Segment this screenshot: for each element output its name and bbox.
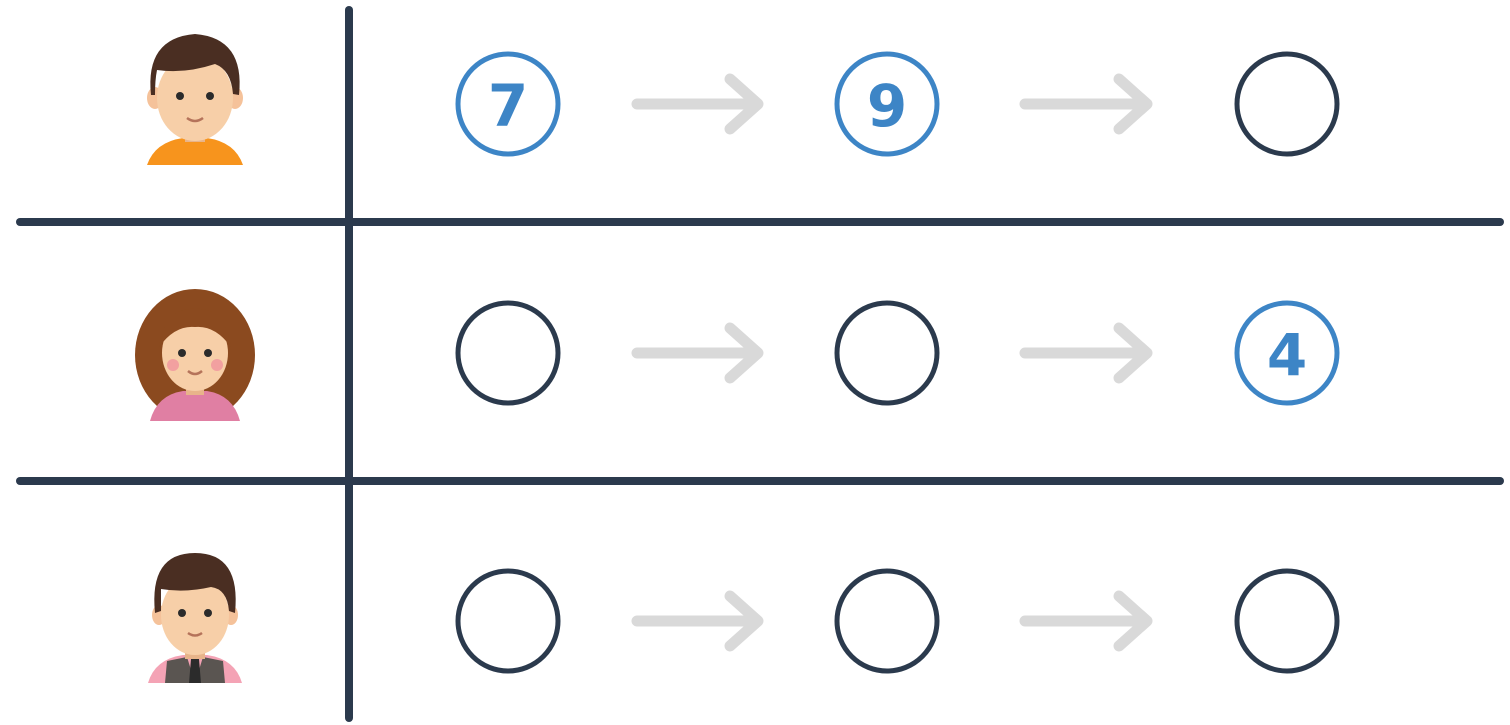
arrow [631,590,764,652]
empty-circle [834,300,940,406]
number-circle [1234,300,1340,406]
arrow [631,73,764,135]
arrow [1019,73,1153,135]
empty-circle [834,568,940,674]
arrow [631,322,764,384]
empty-circle [1234,568,1340,674]
arrow [1019,590,1153,652]
cell-number: 9 [867,72,907,140]
empty-circle [455,300,561,406]
number-circle [834,51,940,157]
empty-circle [455,568,561,674]
grid-lines [16,6,1504,722]
cell-number: 7 [488,72,528,140]
avatar-boy [147,34,243,165]
cell-number: 4 [1267,321,1307,389]
avatar-girl [135,289,255,421]
empty-circle [1234,51,1340,157]
avatar-man [148,553,242,683]
arrow [1019,322,1153,384]
number-circle [455,51,561,157]
cells: 7 9 4 [455,51,1340,674]
